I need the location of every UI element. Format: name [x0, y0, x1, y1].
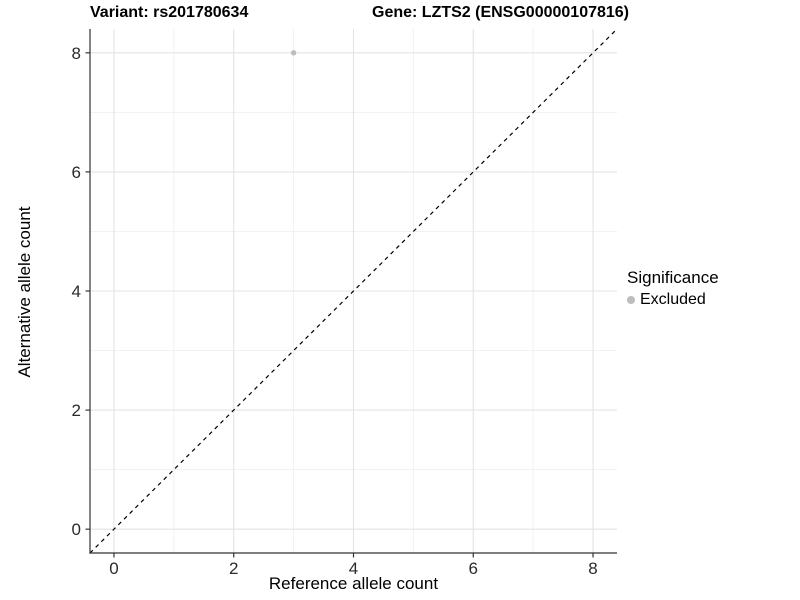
data-point [290, 50, 297, 56]
x-axis-title: Reference allele count [268, 574, 439, 593]
y-tick-label: 4 [72, 282, 81, 301]
legend-key-dot [627, 296, 635, 304]
x-tick-label: 8 [588, 559, 597, 578]
legend-title: Significance [627, 268, 719, 287]
legend-item-label: Excluded [640, 291, 706, 308]
y-axis-title: Alternative allele count [15, 206, 34, 378]
y-tick-label: 0 [72, 520, 81, 539]
x-tick-label: 2 [229, 559, 238, 578]
legend-item-excluded: Excluded [627, 291, 719, 309]
x-tick-label: 4 [349, 559, 358, 578]
title-gene: Gene: LZTS2 (ENSG00000107816) [372, 4, 630, 21]
identity-line [89, 28, 618, 554]
y-tick-label: 8 [72, 44, 81, 63]
x-tick-label: 6 [469, 559, 478, 578]
y-tick-label: 6 [72, 163, 81, 182]
title-variant: Variant: rs201780634 [90, 4, 249, 21]
y-tick-label: 2 [72, 401, 81, 420]
legend: Significance Excluded [627, 268, 719, 309]
x-tick-label: 0 [109, 559, 118, 578]
